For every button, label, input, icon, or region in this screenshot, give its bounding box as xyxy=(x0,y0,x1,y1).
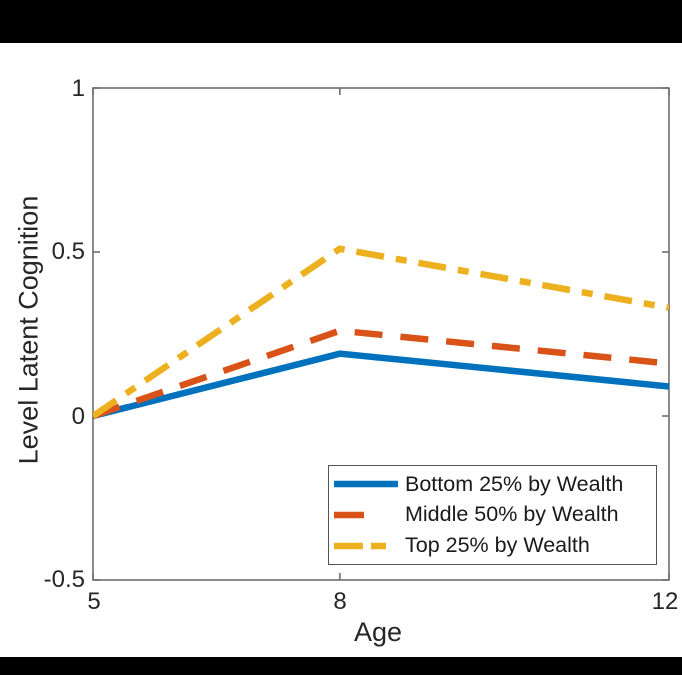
legend-label: Top 25% by Wealth xyxy=(405,533,590,558)
x-tick-label-12: 12 xyxy=(651,588,679,615)
legend-item-top-25: Top 25% by Wealth xyxy=(334,533,656,558)
top-border-bar xyxy=(0,0,682,43)
legend-label: Bottom 25% by Wealth xyxy=(405,471,624,496)
legend: Bottom 25% by Wealth Middle 50% by Wealt… xyxy=(328,465,657,565)
y-tick-label-0point5: 0.5 xyxy=(51,238,85,265)
y-tick-label-1: 1 xyxy=(71,75,85,102)
bottom-border-bar xyxy=(0,657,682,675)
legend-line-sample-dashdot xyxy=(334,542,398,549)
legend-item-bottom-25: Bottom 25% by Wealth xyxy=(334,472,656,497)
x-tick-label-8: 8 xyxy=(333,588,347,615)
legend-line-sample-dashed xyxy=(334,511,398,519)
y-tick-label-0: 0 xyxy=(71,403,85,430)
y-tick-label-neg0point5: -0.5 xyxy=(43,566,85,593)
y-axis-label: Level Latent Cognition xyxy=(13,195,44,465)
x-axis-label: Age xyxy=(353,617,403,647)
legend-line-sample-solid xyxy=(334,481,398,488)
legend-item-middle-50: Middle 50% by Wealth xyxy=(334,502,656,527)
x-tick-label-5: 5 xyxy=(87,588,101,615)
legend-label: Middle 50% by Wealth xyxy=(405,502,619,527)
